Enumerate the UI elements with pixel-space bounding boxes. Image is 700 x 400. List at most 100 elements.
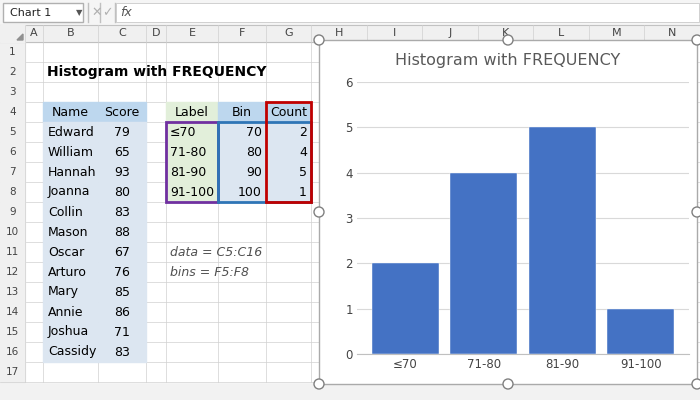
Bar [116,3,699,22]
Text: 7: 7 [9,167,16,177]
Bar [43,182,98,202]
Text: Chart 1: Chart 1 [10,8,51,18]
Text: 70: 70 [246,126,262,138]
Text: 1: 1 [299,186,307,198]
Text: B: B [66,28,74,38]
Text: 100: 100 [238,186,262,198]
Text: H: H [335,28,343,38]
Text: Collin: Collin [48,206,83,218]
Text: 8: 8 [9,187,16,197]
Bar [25,42,700,382]
Text: Joshua: Joshua [48,326,90,338]
Text: 76: 76 [114,266,130,278]
Text: D: D [152,28,160,38]
Bar [0,25,700,42]
Text: C: C [118,28,126,38]
Text: A: A [30,28,38,38]
Text: 91-100: 91-100 [170,186,214,198]
Bar [43,242,98,262]
Bar [218,122,311,202]
Bar [98,202,146,222]
Bar [319,40,697,384]
Bar [98,162,146,182]
Bar [43,142,98,162]
Text: Oscar: Oscar [48,246,84,258]
Bar [0,302,25,322]
Text: Count: Count [270,106,307,118]
Text: Joanna: Joanna [48,186,90,198]
Bar [372,263,439,354]
Text: 5: 5 [9,127,16,137]
Text: Name: Name [52,106,89,118]
Text: 10: 10 [6,227,19,237]
Bar [0,102,25,122]
Text: 2: 2 [299,126,307,138]
Text: 81-90: 81-90 [170,166,206,178]
Text: Mason: Mason [48,226,88,238]
Bar [0,42,25,62]
Text: ✕: ✕ [91,6,101,19]
Bar [43,222,98,242]
Text: Histogram with FREQUENCY: Histogram with FREQUENCY [47,65,267,79]
Bar [0,142,25,162]
Bar [0,262,25,282]
Text: 79: 79 [114,126,130,138]
Text: Score: Score [104,106,139,118]
Text: 71: 71 [114,326,130,338]
Bar [43,202,98,222]
Bar [43,302,98,322]
Bar [529,127,596,354]
Circle shape [692,379,700,389]
Text: 83: 83 [114,206,130,218]
Text: Histogram with FREQUENCY: Histogram with FREQUENCY [395,54,621,68]
Text: 13: 13 [6,287,19,297]
Bar [98,182,146,202]
Bar [266,102,311,122]
Text: N: N [668,28,676,38]
Text: E: E [188,28,195,38]
Circle shape [692,35,700,45]
Circle shape [692,207,700,217]
Bar [0,202,25,222]
Bar [218,142,266,162]
Bar [0,282,25,302]
Circle shape [314,379,324,389]
Text: Mary: Mary [48,286,79,298]
Circle shape [314,207,324,217]
Text: Edward: Edward [48,126,94,138]
Polygon shape [17,34,23,40]
Bar [3,3,83,22]
Text: 16: 16 [6,347,19,357]
Bar [98,222,146,242]
Bar [98,142,146,162]
Bar [0,162,25,182]
Bar [451,173,517,354]
Bar [218,122,266,142]
Bar [218,102,266,122]
Text: 80: 80 [114,186,130,198]
Text: ▼: ▼ [76,8,83,17]
Bar [0,0,700,25]
Circle shape [503,379,513,389]
Text: 5: 5 [299,166,307,178]
Text: 88: 88 [114,226,130,238]
Text: 11: 11 [6,247,19,257]
Bar [0,242,25,262]
Text: 4: 4 [9,107,16,117]
Text: data = C5:C16: data = C5:C16 [170,246,262,258]
Text: G: G [284,28,293,38]
Bar [218,162,266,182]
Text: fx: fx [120,6,132,19]
Bar [0,222,25,242]
Bar [218,182,266,202]
Text: 80: 80 [246,146,262,158]
Bar [0,82,25,102]
Text: 65: 65 [114,146,130,158]
Bar [43,102,98,122]
Bar [43,262,98,282]
Text: 93: 93 [114,166,130,178]
Bar [43,162,98,182]
Text: J: J [448,28,452,38]
Bar [266,122,311,142]
Text: 15: 15 [6,327,19,337]
